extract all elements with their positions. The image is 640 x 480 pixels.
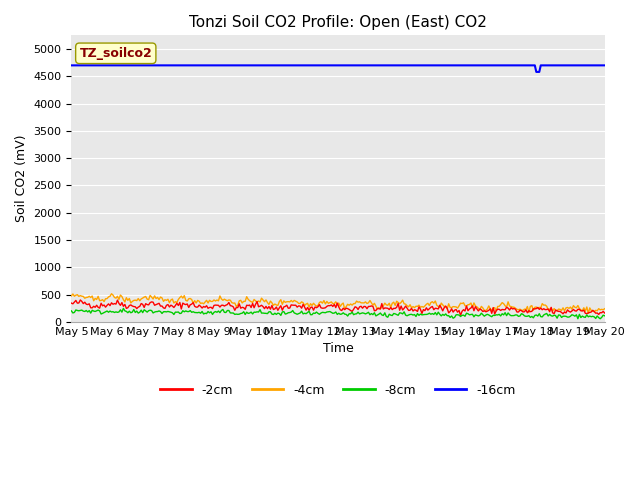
Text: TZ_soilco2: TZ_soilco2 xyxy=(79,47,152,60)
Y-axis label: Soil CO2 (mV): Soil CO2 (mV) xyxy=(15,135,28,222)
Legend: -2cm, -4cm, -8cm, -16cm: -2cm, -4cm, -8cm, -16cm xyxy=(156,379,520,402)
Title: Tonzi Soil CO2 Profile: Open (East) CO2: Tonzi Soil CO2 Profile: Open (East) CO2 xyxy=(189,15,487,30)
X-axis label: Time: Time xyxy=(323,342,353,355)
